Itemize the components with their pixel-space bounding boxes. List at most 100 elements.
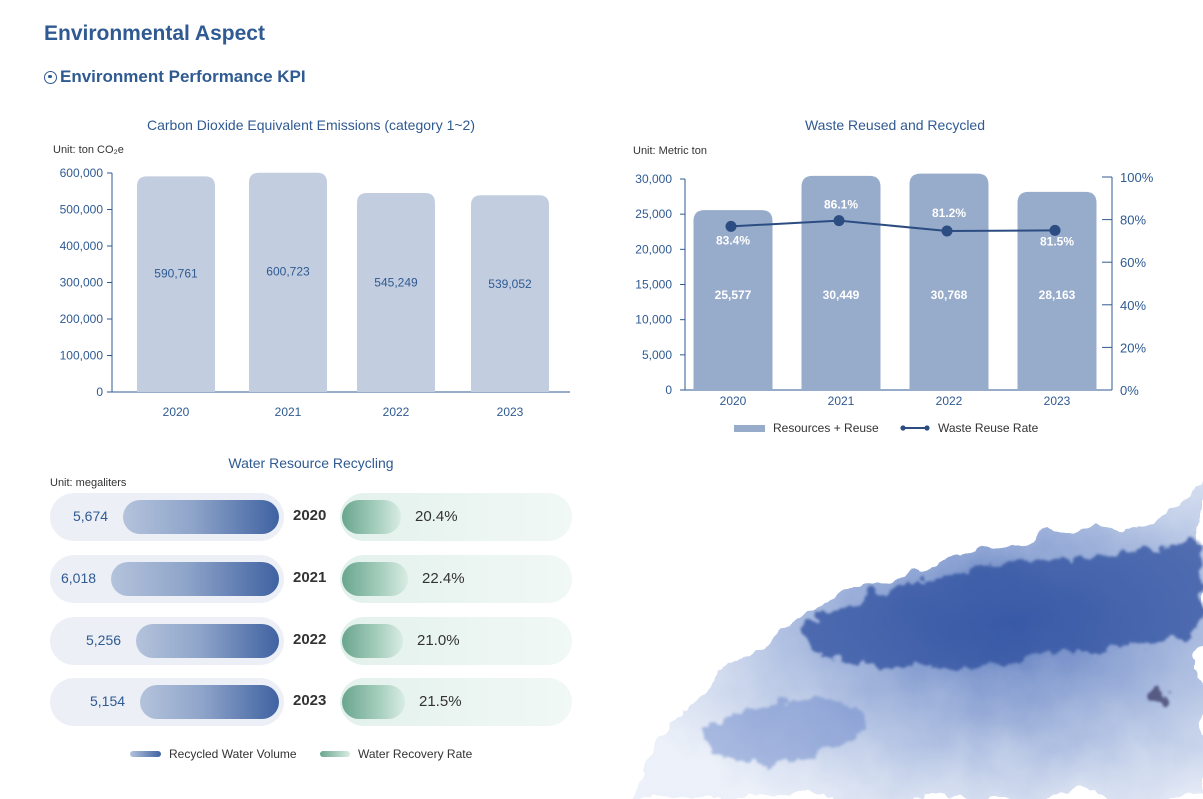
legend-rate-swatch [320, 751, 350, 757]
water-legend-volume: Recycled Water Volume [130, 747, 297, 761]
waste-rate-line [730, 219, 1056, 233]
co2-x-tick-label: 2020 [163, 405, 190, 419]
co2-x-tick-label: 2021 [275, 405, 302, 419]
section-title-label: Environment Performance KPI [60, 67, 306, 86]
page-title: Environmental Aspect [44, 22, 265, 45]
waste-y2-tick-label: 0% [1120, 383, 1139, 398]
legend-line-label: Waste Reuse Rate [938, 421, 1039, 435]
water-rate-track: 21.5% [340, 678, 572, 726]
water-volume-value: 5,674 [73, 508, 109, 524]
co2-chart-title: Carbon Dioxide Equivalent Emissions (cat… [147, 117, 475, 133]
waste-legend-bar: Resources + Reuse [734, 421, 879, 435]
co2-x-tick-label: 2023 [497, 405, 524, 419]
waste-rate-label: 81.2% [932, 206, 966, 220]
water-rate-track: 21.0% [340, 617, 572, 665]
water-rate-value: 21.5% [419, 693, 462, 710]
co2-y-tick-label: 600,000 [60, 166, 104, 180]
waste-bar-label: 30,449 [823, 288, 860, 302]
waste-bar-label: 28,163 [1039, 288, 1076, 302]
water-volume-value: 6,018 [61, 570, 97, 586]
water-legend-rate: Water Recovery Rate [320, 747, 472, 761]
waste-x-tick-label: 2022 [936, 394, 963, 408]
co2-y-tick-label: 300,000 [60, 276, 104, 290]
watercolor-decoration [630, 480, 1203, 799]
waste-y-tick-label: 30,000 [635, 172, 672, 186]
water-rate-track: 20.4% [340, 493, 572, 541]
legend-bar-label: Resources + Reuse [773, 421, 879, 435]
water-volume-value: 5,154 [90, 693, 126, 709]
co2-y-tick-label: 200,000 [60, 312, 104, 326]
water-rate-value: 20.4% [415, 508, 458, 525]
water-rate-bar [342, 562, 408, 596]
waste-bar-2021 [801, 175, 881, 390]
waste-x-tick-label: 2020 [720, 394, 747, 408]
waste-rate-point [725, 220, 737, 232]
co2-bar-2021 [249, 172, 327, 392]
waste-rate-label: 86.1% [824, 198, 858, 212]
legend-bar-swatch [734, 424, 765, 432]
waste-y2-tick-label: 100% [1120, 170, 1154, 185]
legend-volume-swatch [130, 751, 161, 757]
waste-chart: 0 5,000 10,000 15,000 20,000 25,000 30,000 0% 20… [635, 170, 1154, 408]
water-volume-bar [123, 500, 279, 534]
co2-bar-2020 [137, 176, 215, 392]
co2-bar-2023 [471, 195, 549, 392]
waste-bar-label: 25,577 [715, 288, 752, 302]
waste-legend-line: Waste Reuse Rate [900, 421, 1038, 435]
co2-y-tick-label: 500,000 [60, 203, 104, 217]
co2-y-tick-label: 400,000 [60, 239, 104, 253]
water-rate-bar [342, 624, 403, 658]
water-volume-bar [111, 562, 279, 596]
water-unit-label: Unit: megaliters [50, 477, 127, 489]
co2-bar-label: 590,761 [154, 266, 198, 280]
water-volume-bar [140, 685, 279, 719]
co2-unit-label: Unit: ton CO₂e [53, 144, 124, 156]
water-volume-track: 5,674 [50, 493, 284, 541]
waste-y2-tick-label: 80% [1120, 213, 1146, 228]
water-rate-bar [342, 685, 405, 719]
legend-line-swatch [900, 425, 930, 431]
water-row-2022: 5,256 2022 21.0% [50, 617, 572, 665]
water-year-label: 2021 [293, 569, 327, 586]
water-year-label: 2023 [293, 692, 327, 709]
waste-rate-label: 81.5% [1040, 234, 1074, 248]
waste-chart-title: Waste Reused and Recycled [804, 117, 986, 133]
co2-x-tick-label: 2022 [383, 405, 410, 419]
waste-bar-2023 [1017, 191, 1097, 390]
water-rate-value: 21.0% [417, 632, 460, 649]
co2-bar-label: 600,723 [266, 264, 310, 278]
co2-y-tick-label: 0 [96, 385, 103, 399]
water-rate-value: 22.4% [422, 570, 465, 587]
waste-x-tick-label: 2023 [1044, 394, 1071, 408]
waste-y-tick-label: 0 [665, 383, 672, 397]
waste-x-tick-label: 2021 [828, 394, 855, 408]
waste-rate-point [1049, 224, 1061, 236]
waste-bar-2022 [909, 173, 989, 390]
waste-unit-label: Unit: Metric ton [633, 145, 707, 157]
water-rate-bar [342, 500, 401, 534]
water-rate-track: 22.4% [340, 555, 572, 603]
waste-y-tick-label: 10,000 [635, 313, 672, 327]
co2-bar-label: 539,052 [488, 277, 532, 291]
waste-y-tick-label: 20,000 [635, 242, 672, 256]
legend-volume-label: Recycled Water Volume [169, 747, 297, 761]
waste-y-tick-label: 5,000 [642, 348, 672, 362]
water-year-label: 2022 [293, 631, 327, 648]
waste-bar-2020 [693, 210, 773, 390]
water-volume-track: 6,018 [50, 555, 284, 603]
waste-y-tick-label: 25,000 [635, 207, 672, 221]
waste-y2-tick-label: 60% [1120, 255, 1146, 270]
section-title: Environment Performance KPI [44, 67, 306, 87]
water-year-label: 2020 [293, 507, 327, 524]
water-row-2023: 5,154 2023 21.5% [50, 678, 572, 726]
water-volume-value: 5,256 [86, 632, 122, 648]
co2-bar-2022 [357, 192, 435, 392]
co2-chart: 0 100,000 200,000 300,000 400,000 500,000 600,… [60, 166, 570, 419]
water-volume-bar [136, 624, 279, 658]
legend-rate-label: Water Recovery Rate [358, 747, 473, 761]
waste-bar-label: 30,768 [931, 288, 968, 302]
water-row-2021: 6,018 2021 22.4% [50, 555, 572, 603]
waste-rate-label: 83.4% [716, 233, 750, 247]
bullet-circle-icon [44, 70, 57, 84]
co2-bar-label: 545,249 [374, 276, 418, 290]
